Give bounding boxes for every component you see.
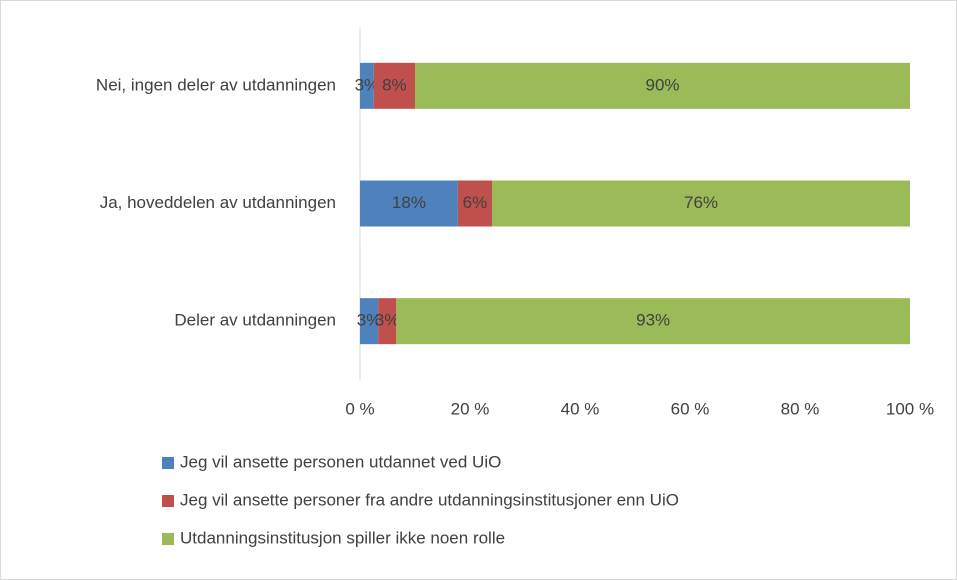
y-tick-label: Ja, hoveddelen av utdanningen [100, 193, 336, 212]
bar-segment [396, 298, 910, 345]
x-tick-label: 80 % [781, 399, 820, 418]
bar-segment [373, 62, 415, 109]
legend-swatch [162, 457, 174, 469]
y-tick-label: Nei, ingen deler av utdanningen [96, 75, 336, 94]
data-label: 18% [392, 193, 426, 212]
bar-segment [415, 62, 910, 109]
data-label: 3% [355, 75, 380, 94]
bar-segment [360, 180, 458, 227]
bar-segment [457, 180, 492, 227]
data-label: 6% [463, 193, 488, 212]
bar-segment [378, 298, 397, 345]
bar-segment [360, 298, 379, 345]
x-tick-label: 60 % [671, 399, 710, 418]
data-label: 3% [357, 311, 382, 330]
data-label: 3% [375, 311, 400, 330]
y-tick-label: Deler av utdanningen [174, 311, 336, 330]
x-tick-label: 0 % [345, 399, 374, 418]
legend-label: Utdanningsinstitusjon spiller ikke noen … [180, 528, 505, 547]
bar-segment [492, 180, 910, 227]
bar-segment [360, 62, 374, 109]
legend-label: Jeg vil ansette personen utdannet ved Ui… [180, 452, 501, 471]
data-label: 93% [636, 311, 670, 330]
legend-swatch [162, 533, 174, 545]
data-label: 90% [645, 75, 679, 94]
data-label: 8% [382, 75, 407, 94]
x-tick-label: 100 % [886, 399, 934, 418]
x-tick-label: 20 % [451, 399, 490, 418]
data-label: 76% [684, 193, 718, 212]
legend-label: Jeg vil ansette personer fra andre utdan… [180, 490, 679, 509]
legend-swatch [162, 495, 174, 507]
x-tick-label: 40 % [561, 399, 600, 418]
